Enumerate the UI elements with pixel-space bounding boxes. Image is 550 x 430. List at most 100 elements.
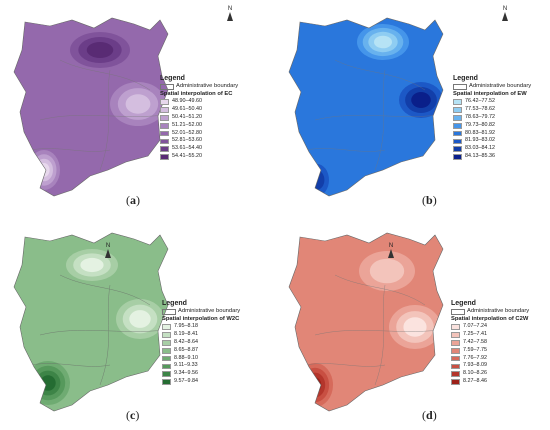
- legend-class-row: 7.59–7.75: [451, 347, 529, 355]
- class-swatch: [162, 324, 171, 330]
- class-swatch: [162, 355, 171, 362]
- study-area-outline: [13, 232, 169, 412]
- caption-letter: b: [426, 193, 433, 207]
- class-swatch: [162, 371, 171, 378]
- class-range-label: 7.07–7.24: [463, 323, 487, 329]
- legend-class-row: 50.41–51.20: [160, 114, 238, 122]
- admin-boundary-line: [374, 69, 386, 171]
- north-low-zone: [369, 258, 405, 284]
- admin-boundary-line: [304, 363, 386, 367]
- class-range-label: 8.19–8.41: [174, 330, 198, 337]
- class-swatch: [160, 130, 169, 137]
- map-region-fill: [289, 18, 443, 196]
- legend-class-row: 76.42–77.52: [453, 98, 531, 106]
- panel-caption: (c): [126, 408, 139, 423]
- legend-class-row: 52.81–53.60: [160, 137, 238, 145]
- north-label: N: [227, 6, 233, 12]
- map-a: [13, 17, 169, 197]
- interp-title: Spatial interpolation of C2W: [451, 316, 529, 322]
- class-swatch: [453, 114, 462, 121]
- legend-class-row: 9.34–9.56: [162, 370, 240, 378]
- legend-class-row: 48.90–49.60: [160, 98, 238, 106]
- admin-boundary-label: Administrative boundary: [178, 308, 241, 314]
- map-b: [288, 17, 444, 197]
- north-label: N: [502, 6, 508, 12]
- class-range-label: 53.61–54.40: [172, 145, 202, 152]
- class-swatch: [453, 154, 462, 161]
- class-range-label: 54.41–55.20: [172, 153, 202, 160]
- caption-open: (: [422, 408, 426, 422]
- legend-class-row: 53.61–54.40: [160, 145, 238, 153]
- legend-class-row: 9.57–9.84: [162, 378, 240, 386]
- caption-letter: a: [130, 193, 136, 207]
- legend-class-list: 76.42–77.52 77.53–78.62 78.63–79.72 79.7…: [453, 98, 531, 161]
- north-low-zone: [80, 257, 104, 273]
- legend-title: Legend: [160, 75, 185, 82]
- admin-boundary-line: [29, 148, 111, 152]
- class-range-label: 52.01–52.80: [172, 129, 202, 136]
- caption-close: ): [135, 408, 140, 422]
- class-swatch: [160, 114, 169, 121]
- class-range-label: 80.83–81.92: [465, 129, 495, 136]
- legend-class-list: 48.90–49.60 49.61–50.40 50.41–51.20 51.2…: [160, 98, 238, 161]
- legend-class-row: 7.76–7.92: [451, 355, 529, 363]
- legend-class-row: 54.41–55.20: [160, 153, 238, 161]
- class-range-label: 9.11–9.33: [174, 362, 198, 369]
- class-swatch: [160, 138, 169, 145]
- class-swatch: [160, 122, 169, 129]
- legend: Legend Administrative boundary Spatial i…: [453, 74, 531, 161]
- class-range-label: 51.21–52.00: [172, 121, 202, 128]
- legend-admin-row: Administrative boundary: [453, 83, 531, 90]
- legend-class-row: 8.88–9.10: [162, 355, 240, 363]
- caption-close: ): [136, 193, 140, 207]
- legend-class-row: 8.10–8.26: [451, 370, 529, 378]
- class-swatch: [451, 379, 460, 386]
- admin-boundary-line: [304, 148, 386, 152]
- class-range-label: 9.34–9.56: [174, 370, 198, 377]
- east-high-zone: [411, 92, 431, 108]
- class-range-label: 76.42–77.52: [465, 98, 495, 104]
- legend-class-row: 8.42–8.64: [162, 339, 240, 347]
- map-d: [288, 232, 444, 412]
- admin-boundary-line: [99, 284, 111, 386]
- study-area-outline: [288, 17, 444, 197]
- map-c: [13, 232, 169, 412]
- north-high-zone: [86, 42, 114, 58]
- legend-class-list: 7.95–8.18 8.19–8.41 8.42–8.64 8.65–8.87 …: [162, 323, 240, 386]
- southwest-high-zone: [309, 170, 325, 190]
- admin-boundary-line: [39, 329, 166, 336]
- class-range-label: 7.42–7.58: [463, 338, 487, 345]
- legend-admin-row: Administrative boundary: [451, 308, 529, 315]
- class-range-label: 7.59–7.75: [463, 346, 487, 353]
- panel-c: N Legend Administrative boundary Spatial…: [0, 215, 275, 430]
- legend-admin-row: Administrative boundary: [160, 83, 238, 90]
- southwest-low-zone: [35, 158, 53, 182]
- class-range-label: 7.95–8.18: [174, 323, 198, 329]
- admin-boundary-line: [314, 329, 441, 336]
- southwest-high-zone: [40, 375, 56, 391]
- class-swatch: [162, 363, 171, 370]
- class-swatch: [160, 146, 169, 153]
- north-arrow-icon: [388, 249, 394, 258]
- legend-class-row: 83.03–84.12: [453, 145, 531, 153]
- class-swatch: [453, 138, 462, 145]
- class-range-label: 49.61–50.40: [172, 105, 202, 112]
- admin-boundary-swatch: [162, 308, 176, 315]
- study-area-outline: [13, 17, 169, 197]
- admin-boundary-label: Administrative boundary: [176, 83, 239, 89]
- class-swatch: [160, 99, 169, 105]
- north-label: N: [388, 243, 394, 249]
- legend-class-row: 77.53–78.62: [453, 106, 531, 114]
- panel-caption: (a): [126, 193, 140, 208]
- class-range-label: 83.03–84.12: [465, 145, 495, 152]
- map-region-fill: [14, 18, 168, 196]
- north-arrow: N: [100, 243, 116, 258]
- legend-class-row: 7.93–8.09: [451, 362, 529, 370]
- admin-boundary-line: [374, 284, 386, 386]
- admin-boundary-line: [29, 363, 111, 367]
- class-swatch: [451, 324, 460, 330]
- class-range-label: 8.10–8.26: [463, 370, 487, 377]
- admin-boundary-swatch: [451, 308, 465, 315]
- panel-b: N Legend Administrative boundary Spatial…: [275, 0, 550, 215]
- class-swatch: [451, 363, 460, 370]
